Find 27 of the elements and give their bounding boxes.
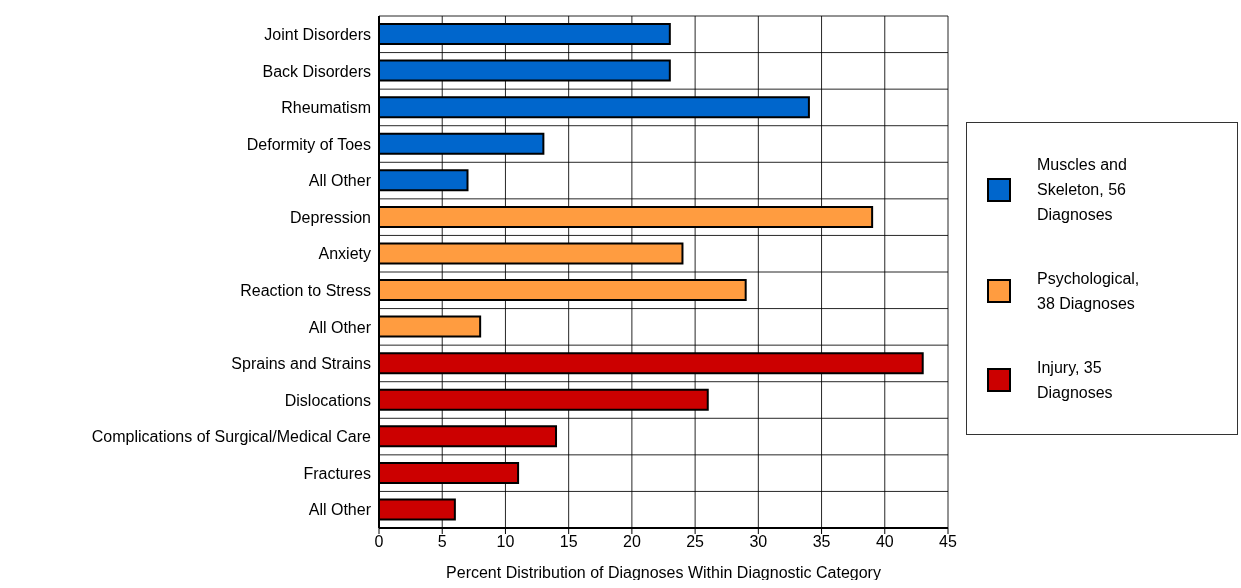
x-tick-label: 10 bbox=[496, 533, 515, 551]
y-tick-label: Rheumatism bbox=[281, 99, 371, 117]
y-tick-label: Reaction to Stress bbox=[240, 281, 371, 299]
x-tick-label: 0 bbox=[374, 533, 384, 551]
y-tick-label: Joint Disorders bbox=[264, 25, 371, 43]
y-tick-label: Back Disorders bbox=[262, 62, 371, 80]
x-tick-label: 45 bbox=[939, 533, 957, 551]
y-tick-label: Complications of Surgical/Medical Care bbox=[91, 428, 372, 446]
y-tick-label: All Other bbox=[308, 501, 372, 519]
legend-label: Psychological, 38 Diagnoses bbox=[1037, 269, 1141, 314]
x-tick-label: 35 bbox=[812, 533, 831, 551]
x-tick-label: 5 bbox=[437, 533, 447, 551]
x-tick-label: 15 bbox=[559, 533, 578, 551]
y-tick-label: All Other bbox=[308, 172, 372, 190]
x-tick-label: 20 bbox=[622, 533, 641, 551]
y-tick-label: Sprains and Strains bbox=[231, 355, 371, 373]
legend-label: Injury, 35 Diagnoses bbox=[1037, 357, 1114, 403]
y-tick-label: Dislocations bbox=[284, 391, 371, 409]
y-tick-label: Fractures bbox=[303, 464, 371, 482]
y-tick-label: Anxiety bbox=[318, 245, 371, 263]
x-tick-label: 40 bbox=[875, 533, 894, 551]
x-tick-label: 25 bbox=[686, 533, 705, 551]
legend-label: Muscles and Skeleton, 56 Diagnoses bbox=[1037, 155, 1128, 226]
x-tick-label: 30 bbox=[749, 533, 768, 551]
y-tick-label: All Other bbox=[308, 318, 372, 336]
y-tick-label: Deformity of Toes bbox=[246, 135, 371, 153]
y-tick-label: Depression bbox=[290, 208, 371, 226]
